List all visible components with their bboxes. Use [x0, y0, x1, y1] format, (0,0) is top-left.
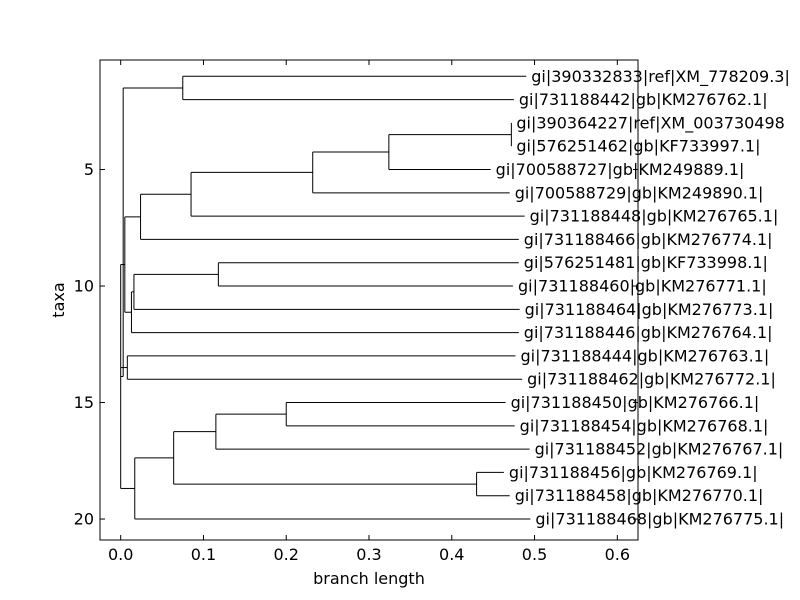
leaf-labels: gi|390332833|ref|XM_778209.3| gi|73118844… [496, 67, 790, 529]
leaf-label: gi|731188444|gb|KM276763.1| [521, 346, 770, 365]
leaf-label: gi|731188442|gb|KM276762.1| [519, 90, 768, 109]
x-tick-label: 0.5 [522, 545, 547, 564]
leaf-label: gi|731188466|gb|KM276774.1| [524, 230, 773, 249]
leaf-label: gi|700588729|gb|KM249890.1| [515, 183, 764, 202]
y-tick-label: 5 [84, 160, 94, 179]
x-tick-label: 0.6 [605, 545, 630, 564]
leaf-label: gi|576251481|gb|KF733998.1| [524, 253, 768, 272]
leaf-label: gi|731188458|gb|KM276770.1| [515, 486, 764, 505]
leaf-label: gi|731188452|gb|KM276767.1| [535, 440, 784, 459]
y-tick-label: 20 [74, 510, 94, 529]
leaf-label: gi|731188446|gb|KM276764.1| [524, 323, 773, 342]
y-axis-label: taxa [49, 282, 68, 317]
x-axis-label: branch length [313, 569, 425, 588]
x-tick-label: 0.4 [439, 545, 464, 564]
x-tick-label: 0.2 [274, 545, 299, 564]
leaf-label: gi|731188460|gb|KM276771.1| [518, 277, 767, 296]
leaf-label: gi|731188468|gb|KM276775.1| [535, 510, 784, 529]
x-tick-label: 0.1 [191, 545, 216, 564]
leaf-label: gi|700588727|gb|KM249889.1| [496, 160, 745, 179]
leaf-label: gi|731188448|gb|KM276765.1| [530, 207, 779, 226]
leaf-label: gi|390364227|ref|XM_003730498 [516, 113, 784, 133]
x-tick-label: 0.0 [108, 545, 133, 564]
leaf-label: gi|731188464|gb|KM276773.1| [525, 300, 774, 319]
leaf-label: gi|390332833|ref|XM_778209.3| [531, 67, 790, 87]
tree-branches [121, 76, 531, 519]
leaf-label: gi|731188456|gb|KM276769.1| [509, 463, 758, 482]
y-tick-label: 10 [74, 277, 94, 296]
x-tick-label: 0.3 [356, 545, 381, 564]
leaf-label: gi|731188454|gb|KM276768.1| [520, 416, 769, 435]
leaf-label: gi|731188462|gb|KM276772.1| [527, 370, 776, 389]
y-tick-label: 15 [74, 393, 94, 412]
